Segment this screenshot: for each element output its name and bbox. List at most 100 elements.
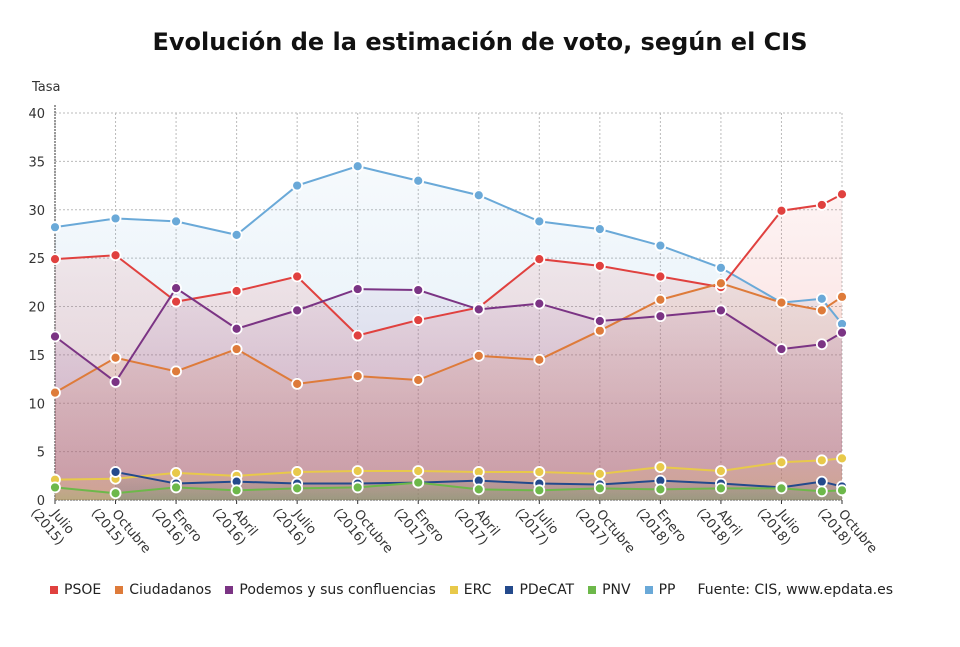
data-point-podemos-y-sus-confluencias — [836, 326, 848, 339]
y-tick-label: 10 — [28, 397, 45, 412]
data-point-pp — [533, 215, 546, 228]
y-tick-label: 20 — [28, 301, 45, 316]
data-point-pdecat — [109, 466, 122, 478]
series-area-podemos-y-sus-confluencias — [55, 288, 842, 500]
data-point-ciudadanos — [815, 304, 828, 317]
y-tick-label: 35 — [28, 155, 45, 170]
data-point-psoe — [291, 270, 304, 283]
data-point-psoe — [815, 199, 828, 211]
legend-swatch — [588, 586, 597, 594]
data-point-ciudadanos — [775, 296, 788, 309]
data-point-pnv — [715, 482, 727, 495]
data-point-psoe — [533, 253, 546, 265]
legend-item-podemos-y-sus-confluencias[interactable]: Podemos y sus confluencias — [225, 582, 436, 598]
x-tick-label: Julio(2015) — [27, 496, 78, 548]
data-point-pp — [472, 189, 485, 202]
data-point-pp — [170, 215, 182, 228]
series-line-pdecat — [115, 470, 843, 489]
data-point-podemos-y-sus-confluencias — [412, 284, 425, 296]
legend: PSOE Ciudadanos Podemos y sus confluencias… — [50, 582, 893, 598]
legend-item-psoe[interactable]: PSOE — [50, 582, 101, 598]
y-axis-label: Tasa — [31, 80, 61, 95]
data-point-erc — [170, 467, 182, 479]
data-point-pp — [109, 212, 122, 225]
legend-item-pdecat[interactable]: PDeCAT — [505, 582, 574, 598]
data-point-podemos-y-sus-confluencias — [815, 338, 828, 351]
data-point-erc — [775, 456, 788, 469]
data-point-pp — [291, 179, 304, 192]
x-tick-label: Julio(2017) — [512, 496, 563, 548]
source-note: Fuente: CIS, www.epdata.es — [697, 582, 894, 598]
y-tick-label: 5 — [37, 446, 45, 461]
data-point-pnv — [109, 487, 122, 500]
data-point-pp — [49, 221, 61, 234]
data-point-ciudadanos — [654, 293, 667, 306]
series-area-pnv — [55, 482, 842, 500]
data-point-pnv — [593, 482, 606, 495]
data-point-podemos-y-sus-confluencias — [472, 303, 485, 316]
data-point-pnv — [351, 481, 364, 494]
legend-item-erc[interactable]: ERC — [449, 582, 491, 598]
legend-swatch — [50, 586, 58, 594]
data-point-pnv — [654, 483, 667, 496]
data-point-psoe — [412, 314, 425, 326]
data-point-erc — [291, 466, 304, 478]
data-point-pnv — [472, 483, 485, 496]
legend-label: PSOE — [64, 582, 102, 598]
data-point-pp — [715, 261, 727, 274]
data-point-pnv — [775, 482, 788, 495]
legend-label: PP — [658, 582, 676, 598]
x-tick-label: Enero(2017) — [391, 496, 447, 555]
data-point-ciudadanos — [109, 351, 122, 364]
data-point-pnv — [170, 481, 182, 494]
data-point-pp — [593, 223, 606, 236]
legend-item-pp[interactable]: PP — [644, 582, 676, 598]
legend-swatch — [225, 586, 234, 594]
data-point-ciudadanos — [533, 353, 546, 366]
data-point-podemos-y-sus-confluencias — [291, 304, 304, 317]
legend-swatch — [644, 586, 653, 594]
data-point-pnv — [836, 484, 848, 497]
legend-label: PDeCAT — [519, 582, 575, 598]
data-point-podemos-y-sus-confluencias — [351, 283, 364, 295]
data-point-pp — [230, 229, 243, 241]
data-point-podemos-y-sus-confluencias — [533, 297, 546, 310]
data-point-podemos-y-sus-confluencias — [170, 282, 182, 295]
data-point-psoe — [593, 259, 606, 272]
data-point-podemos-y-sus-confluencias — [715, 304, 727, 317]
legend-label: Podemos y sus confluencias — [239, 582, 436, 598]
data-point-pnv — [230, 484, 243, 497]
x-tick-label: Julio(2018) — [754, 496, 805, 548]
legend-item-pnv[interactable]: PNV — [588, 582, 631, 598]
data-point-ciudadanos — [291, 377, 304, 390]
data-point-ciudadanos — [836, 290, 848, 303]
data-point-psoe — [170, 295, 182, 308]
data-point-erc — [836, 452, 848, 465]
data-point-erc — [654, 461, 667, 474]
x-tick-label: Abril(2016) — [209, 496, 260, 549]
data-point-podemos-y-sus-confluencias — [593, 315, 606, 327]
data-point-ciudadanos — [351, 370, 364, 383]
legend-swatch — [505, 586, 514, 594]
chart-title: Evolución de la estimación de voto, segú… — [152, 28, 808, 56]
data-point-podemos-y-sus-confluencias — [49, 330, 61, 343]
data-point-pnv — [49, 481, 61, 494]
data-point-psoe — [230, 285, 243, 297]
y-tick-label: 15 — [28, 349, 45, 364]
data-point-podemos-y-sus-confluencias — [230, 322, 243, 335]
y-tick-label: 30 — [28, 204, 45, 219]
data-point-ciudadanos — [472, 349, 485, 362]
data-point-pnv — [291, 482, 304, 495]
data-point-ciudadanos — [593, 324, 606, 337]
data-point-psoe — [654, 270, 667, 283]
x-tick-label: Octubre(2016) — [330, 496, 395, 566]
x-tick-label: Octubre(2015) — [88, 496, 153, 566]
x-tick-label: Abril(2018) — [693, 496, 744, 549]
y-tick-label: 40 — [28, 107, 45, 122]
legend-item-ciudadanos[interactable]: Ciudadanos — [115, 582, 211, 598]
data-point-psoe — [836, 188, 848, 201]
x-tick-label: Julio(2016) — [270, 496, 321, 548]
y-tick-label: 0 — [37, 494, 45, 509]
data-point-ciudadanos — [412, 374, 425, 386]
